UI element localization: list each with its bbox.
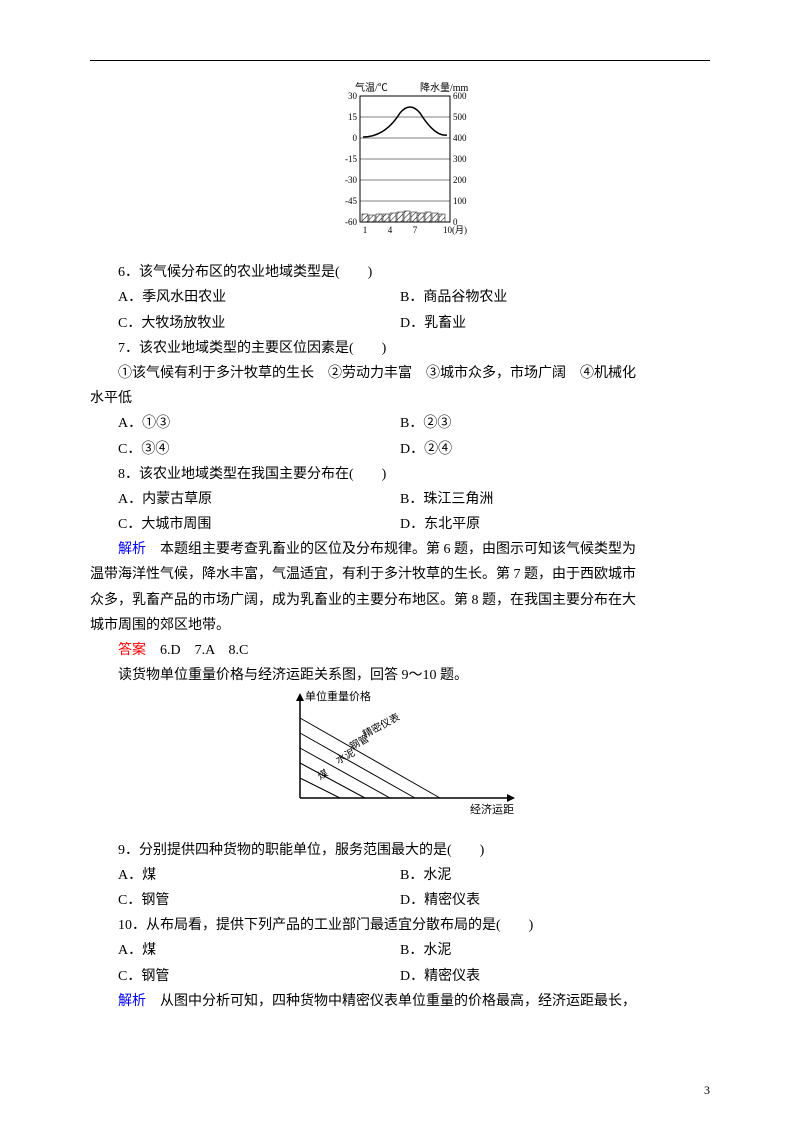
- q7-optA: A．①③: [90, 411, 400, 436]
- q9-options-row1: A．煤 B．水泥: [90, 863, 710, 888]
- q9-stem: 9．分别提供四种货物的职能单位，服务范围最大的是( ): [90, 838, 710, 863]
- q6-optC: C．大牧场放牧业: [90, 311, 400, 336]
- chart2-ylabel: 单位重量价格: [305, 689, 371, 703]
- q8-optB: B．珠江三角洲: [400, 487, 710, 512]
- q8-optA: A．内蒙古草原: [90, 487, 400, 512]
- svg-text:500: 500: [453, 112, 467, 122]
- temp-curve: [363, 107, 447, 137]
- q6-stem: 6．该气候分布区的农业地域类型是( ): [90, 260, 710, 285]
- q10-optA: A．煤: [90, 938, 400, 963]
- answer68-text: 6.D 7.A 8.C: [146, 643, 248, 658]
- svg-text:100: 100: [453, 196, 467, 206]
- q6-optD: D．乳畜业: [400, 311, 710, 336]
- q9-optC: C．钢管: [90, 888, 400, 913]
- q7-optD: D．②④: [400, 437, 710, 462]
- svg-text:-15: -15: [345, 154, 357, 164]
- q7-stems-line: ①该气候有利于多汁牧草的生长 ②劳动力丰富 ③城市众多，市场广阔 ④机械化: [90, 361, 710, 386]
- svg-text:200: 200: [453, 175, 467, 185]
- top-rule: [90, 60, 710, 61]
- analysis910: 解析 从图中分析可知，四种货物中精密仪表单位重量的价格最高，经济运距最长，: [90, 989, 710, 1014]
- answer68: 答案 6.D 7.A 8.C: [90, 638, 710, 663]
- q10-optD: D．精密仪表: [400, 964, 710, 989]
- page-number: 3: [704, 1080, 710, 1102]
- svg-text:400: 400: [453, 133, 467, 143]
- analysis68-t4: 城市周围的郊区地带。: [90, 613, 710, 638]
- analysis-label-2: 解析: [118, 994, 146, 1009]
- q10-stem: 10．从布局看，提供下列产品的工业部门最适宜分散布局的是( ): [90, 913, 710, 938]
- q9-options-row2: C．钢管 D．精密仪表: [90, 888, 710, 913]
- q7-stems-line2: 水平低: [90, 386, 710, 411]
- analysis68-t1: 本题组主要考查乳畜业的区位及分布规律。第 6 题，由图示可知该气候类型为: [146, 542, 636, 557]
- svg-text:-45: -45: [345, 196, 357, 206]
- analysis68: 解析 本题组主要考查乳畜业的区位及分布规律。第 6 题，由图示可知该气候类型为: [90, 537, 710, 562]
- svg-text:300: 300: [453, 154, 467, 164]
- q7-options-row2: C．③④ D．②④: [90, 437, 710, 462]
- q6-optB: B．商品谷物农业: [400, 285, 710, 310]
- precip-bars: [362, 211, 445, 222]
- q6-options-row2: C．大牧场放牧业 D．乳畜业: [90, 311, 710, 336]
- price-distance-chart: 单位重量价格 经济运距 精密仪表 钢管 水泥 煤: [90, 688, 710, 827]
- svg-text:-60: -60: [345, 217, 357, 227]
- q8-options-row2: C．大城市周围 D．东北平原: [90, 512, 710, 537]
- svg-text:600: 600: [453, 91, 467, 101]
- q6-options-row1: A．季风水田农业 B．商品谷物农业: [90, 285, 710, 310]
- q9-optD: D．精密仪表: [400, 888, 710, 913]
- q7-stem: 7．该农业地域类型的主要区位因素是( ): [90, 336, 710, 361]
- q9-optB: B．水泥: [400, 863, 710, 888]
- q10-options-row2: C．钢管 D．精密仪表: [90, 964, 710, 989]
- q10-optB: B．水泥: [400, 938, 710, 963]
- svg-text:10(月): 10(月): [443, 225, 467, 235]
- answer-label: 答案: [118, 643, 146, 658]
- svg-text:4: 4: [388, 225, 393, 235]
- q8-optC: C．大城市周围: [90, 512, 400, 537]
- q9-optA: A．煤: [90, 863, 400, 888]
- svg-text:-30: -30: [345, 175, 357, 185]
- svg-text:15: 15: [348, 112, 358, 122]
- chart1-left-label: 气温/℃: [355, 81, 388, 94]
- intro910: 读货物单位重量价格与经济运距关系图，回答 9～10 题。: [90, 663, 710, 688]
- svg-text:30: 30: [348, 91, 358, 101]
- q8-stem: 8．该农业地域类型在我国主要分布在( ): [90, 462, 710, 487]
- q7-options-row1: A．①③ B．②③: [90, 411, 710, 436]
- analysis68-t3: 众多，乳畜产品的市场广阔，成为乳畜业的主要分布地区。第 8 题，在我国主要分布在…: [90, 588, 710, 613]
- q10-optC: C．钢管: [90, 964, 400, 989]
- analysis68-t2: 温带海洋性气候，降水丰富，气温适宜，有利于多汁牧草的生长。第 7 题，由于西欧城…: [90, 562, 710, 587]
- q7-optC: C．③④: [90, 437, 400, 462]
- analysis910-text: 从图中分析可知，四种货物中精密仪表单位重量的价格最高，经济运距最长，: [146, 994, 636, 1009]
- svg-text:1: 1: [363, 225, 368, 235]
- climate-chart: 气温/℃ 降水量/mm 30 15 0 -15 -30 -45 -60 600 …: [90, 81, 710, 250]
- q7-optB: B．②③: [400, 411, 710, 436]
- svg-text:煤: 煤: [315, 767, 330, 783]
- q6-optA: A．季风水田农业: [90, 285, 400, 310]
- analysis-label: 解析: [118, 542, 146, 557]
- q8-options-row1: A．内蒙古草原 B．珠江三角洲: [90, 487, 710, 512]
- svg-text:0: 0: [353, 133, 358, 143]
- svg-text:7: 7: [413, 225, 418, 235]
- q10-options-row1: A．煤 B．水泥: [90, 938, 710, 963]
- q8-optD: D．东北平原: [400, 512, 710, 537]
- chart2-xlabel: 经济运距: [470, 802, 514, 816]
